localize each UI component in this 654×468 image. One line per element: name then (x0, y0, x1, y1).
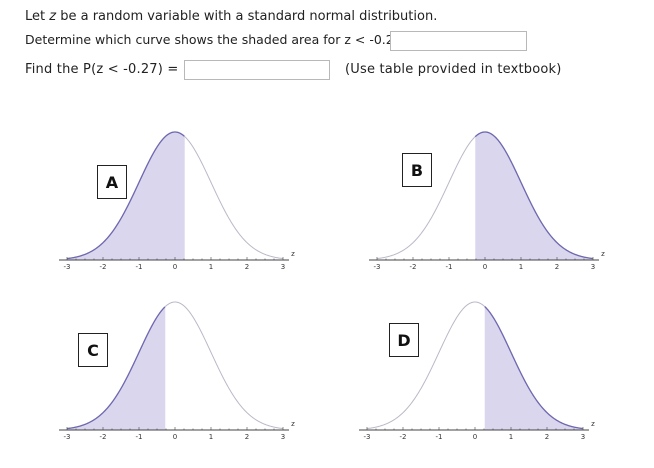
shaded-curve-edge (66, 131, 185, 260)
shaded-curve-edge (484, 306, 583, 430)
graph-a[interactable]: -3 -2 -1 0 1 2 3z (55, 120, 305, 280)
tick-label: 2 (245, 433, 249, 441)
tick-label: 0 (483, 263, 487, 271)
density-curve (366, 301, 584, 430)
graph-c[interactable]: -3 -2 -1 0 1 2 3z (55, 290, 305, 450)
tick-label: -3 (364, 433, 371, 441)
tick-label: -1 (446, 263, 453, 271)
shaded-area (484, 306, 583, 430)
tick-label: -1 (436, 433, 443, 441)
probability-answer-input[interactable] (184, 60, 330, 80)
graph-d[interactable]: -3 -2 -1 0 1 2 3z (355, 290, 605, 450)
tick-label: 3 (281, 263, 285, 271)
tick-label: 2 (245, 263, 249, 271)
tick-label: -3 (64, 263, 71, 271)
tick-label: -1 (136, 263, 143, 271)
tick-label: 3 (581, 433, 585, 441)
graph-c-label: C (78, 333, 108, 367)
graph-d-label: D (389, 323, 419, 357)
tick-label: -2 (100, 263, 107, 271)
tick-label: 0 (473, 433, 477, 441)
curve-answer-input[interactable] (390, 31, 527, 51)
tick-label: -3 (374, 263, 381, 271)
tick-label: -3 (64, 433, 71, 441)
table-hint: (Use table provided in textbook) (345, 62, 562, 77)
axis-var-label: z (291, 250, 295, 258)
z-variable: z (49, 9, 57, 24)
axis-var-label: z (601, 250, 605, 258)
tick-label: 1 (519, 263, 523, 271)
shaded-curve-edge (474, 131, 593, 260)
graph-b-label: B (402, 153, 432, 187)
tick-label: 1 (209, 433, 213, 441)
shaded-curve-edge (66, 306, 166, 430)
axis-var-label: z (591, 420, 595, 428)
shaded-area (475, 132, 593, 260)
graph-a-label: A (97, 165, 127, 199)
tick-label: 2 (545, 433, 549, 441)
tick-label: -1 (136, 433, 143, 441)
probability-question: Find the P(z < -0.27) = (25, 62, 179, 77)
graph-b[interactable]: -3 -2 -1 0 1 2 3z (365, 120, 615, 280)
curve-question: Determine which curve shows the shaded a… (25, 32, 402, 47)
shaded-area (67, 306, 166, 430)
tick-label: -2 (100, 433, 107, 441)
tick-label: 1 (209, 263, 213, 271)
tick-label: -2 (400, 433, 407, 441)
tick-label: 0 (173, 433, 177, 441)
intro-text: Let z be a random variable with a standa… (25, 9, 438, 24)
tick-label: 2 (555, 263, 559, 271)
tick-label: 0 (173, 263, 177, 271)
tick-label: -2 (410, 263, 417, 271)
axis-var-label: z (291, 420, 295, 428)
tick-label: 3 (281, 433, 285, 441)
shaded-area (67, 132, 185, 260)
tick-label: 3 (591, 263, 595, 271)
tick-label: 1 (509, 433, 513, 441)
